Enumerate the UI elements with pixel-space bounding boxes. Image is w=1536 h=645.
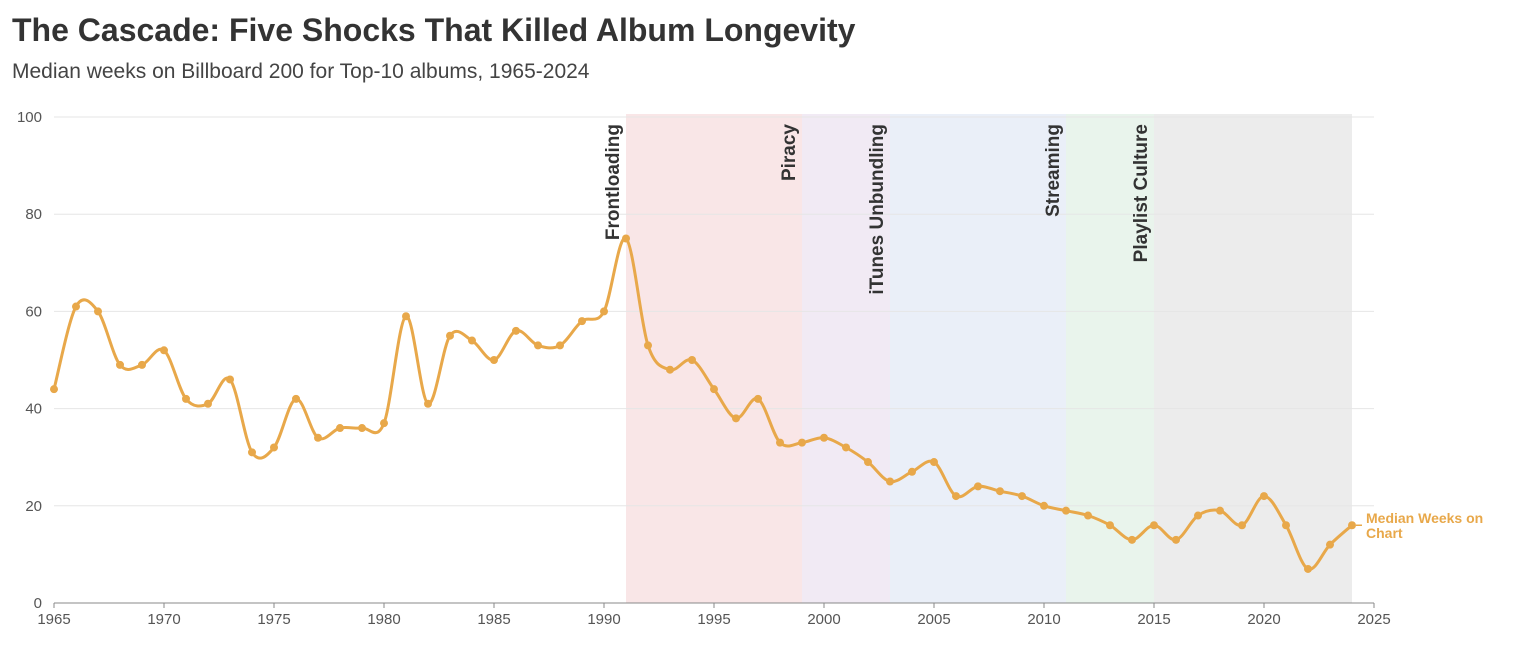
data-point (116, 360, 124, 369)
data-point (1150, 521, 1158, 530)
series-end-label-line: Chart (1366, 525, 1403, 541)
data-point (402, 312, 410, 321)
y-tick-label: 40 (25, 401, 42, 418)
data-point (94, 307, 102, 316)
data-point (1238, 521, 1246, 530)
data-point (864, 458, 872, 467)
data-point (556, 341, 564, 350)
x-tick-label: 1990 (587, 611, 620, 628)
y-tick-label: 60 (25, 303, 42, 320)
axes: 0 20 40 60 80 100 1965 1970 1975 1980 1985 1990 1995… (17, 109, 1391, 628)
data-point (798, 438, 806, 447)
data-point (666, 365, 674, 374)
x-tick-label: 2025 (1357, 611, 1390, 628)
y-tick-label: 0 (34, 595, 42, 612)
x-tick-label: 1980 (367, 611, 400, 628)
x-tick-label: 1995 (697, 611, 730, 628)
data-point (512, 326, 520, 335)
period-bands (626, 114, 1352, 603)
data-point (314, 433, 322, 442)
event-label: Playlist Culture (1131, 124, 1152, 262)
data-point (424, 399, 432, 408)
series: Median Weeks on Chart (50, 234, 1483, 573)
x-tick-label: 2015 (1137, 611, 1170, 628)
series-end-label: Median Weeks on Chart (1366, 510, 1483, 541)
x-tick-label: 1975 (257, 611, 290, 628)
y-tick-label: 20 (25, 498, 42, 515)
x-tick-label: 2020 (1247, 611, 1280, 628)
data-point (1260, 492, 1268, 501)
data-point (204, 399, 212, 408)
x-tick-label: 2005 (917, 611, 950, 628)
data-point (138, 360, 146, 369)
data-point (732, 414, 740, 423)
data-point (182, 394, 190, 403)
event-label: Piracy (779, 124, 800, 181)
data-point (644, 341, 652, 350)
data-point (578, 317, 586, 326)
period-band (802, 114, 890, 603)
data-point (1194, 511, 1202, 520)
x-tick-label: 1965 (37, 611, 70, 628)
chart-title: The Cascade: Five Shocks That Killed Alb… (12, 12, 856, 48)
data-point (1172, 535, 1180, 544)
series-end-label-line: Median Weeks on (1366, 510, 1483, 526)
data-point (1326, 540, 1334, 549)
data-point (380, 419, 388, 428)
data-point (336, 424, 344, 433)
data-point (446, 331, 454, 340)
data-point (534, 341, 542, 350)
data-point (160, 346, 168, 355)
data-point (886, 477, 894, 486)
period-band (890, 114, 1066, 603)
y-tick-label: 80 (25, 206, 42, 223)
data-point (974, 482, 982, 491)
x-tick-label: 1985 (477, 611, 510, 628)
data-point (1348, 521, 1356, 530)
chart-subtitle: Median weeks on Billboard 200 for Top-10… (12, 60, 590, 83)
event-label: iTunes Unbundling (867, 124, 888, 295)
y-tick-label: 100 (17, 109, 42, 126)
data-point (996, 487, 1004, 496)
data-point (754, 394, 762, 403)
data-point (72, 302, 80, 311)
data-point (622, 234, 630, 243)
data-point (358, 424, 366, 433)
period-band (1154, 114, 1352, 603)
x-tick-label: 1970 (147, 611, 180, 628)
data-point (600, 307, 608, 316)
data-point (710, 385, 718, 394)
data-point (226, 375, 234, 384)
data-point (1216, 506, 1224, 515)
data-point (50, 385, 58, 394)
data-point (1282, 521, 1290, 530)
data-point (776, 438, 784, 447)
data-point (820, 433, 828, 442)
data-point (292, 394, 300, 403)
data-point (1062, 506, 1070, 515)
data-point (1040, 501, 1048, 510)
data-point (248, 448, 256, 457)
x-tick-label: 2010 (1027, 611, 1060, 628)
data-point (1304, 564, 1312, 573)
data-point (490, 356, 498, 364)
data-point (908, 467, 916, 476)
data-point (842, 443, 850, 452)
data-point (1128, 535, 1136, 544)
event-label: Frontloading (603, 124, 624, 240)
data-point (688, 356, 696, 364)
data-point (1106, 521, 1114, 530)
data-point (1018, 492, 1026, 501)
event-labels: Frontloading Piracy iTunes Unbundling Strea… (603, 124, 1152, 295)
x-tick-label: 2000 (807, 611, 840, 628)
event-label: Streaming (1043, 124, 1064, 217)
data-point (1084, 511, 1092, 520)
data-point (468, 336, 476, 345)
data-point (952, 492, 960, 501)
data-point (930, 458, 938, 467)
data-point (270, 443, 278, 452)
